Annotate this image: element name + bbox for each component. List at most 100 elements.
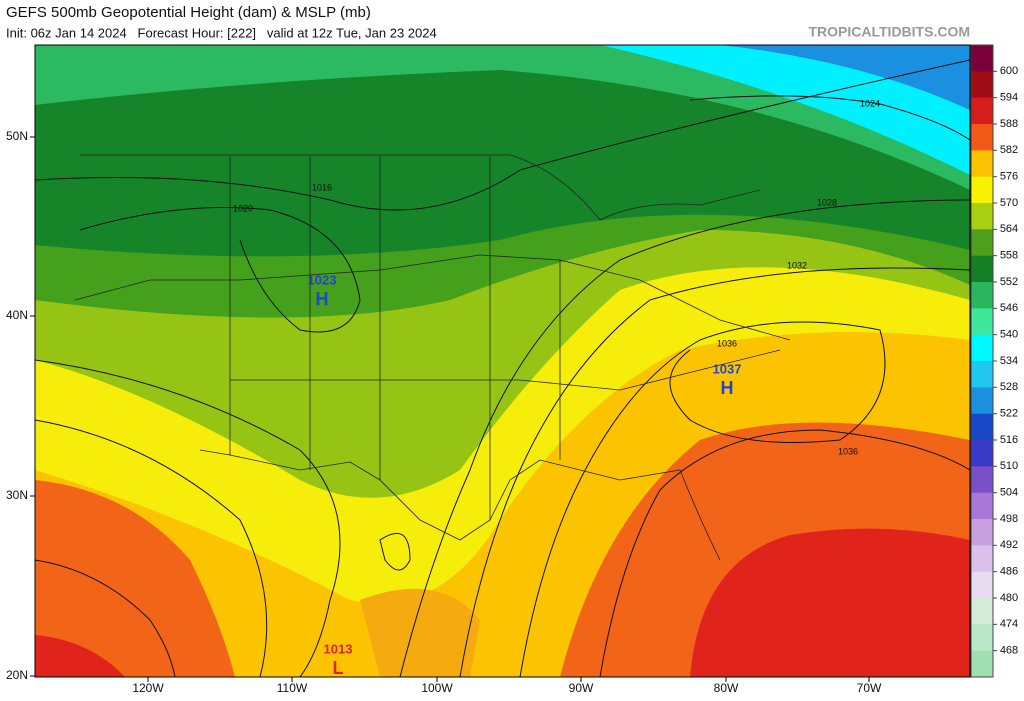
colorbar-segment	[971, 176, 993, 204]
center-type: H	[721, 378, 734, 398]
pressure-centers: 1023 H 1037 H 1013 L	[308, 272, 742, 677]
colorbar: 600 594 588 582 576 570 564 558 552 546 540 534 528 5…	[970, 44, 1018, 678]
center-value: 1013	[324, 641, 353, 656]
colorbar-label: 564	[1000, 223, 1018, 235]
colorbar-segment	[971, 308, 993, 336]
colorbar-segment	[971, 334, 993, 362]
colorbar-label: 516	[1000, 434, 1018, 446]
colorbar-label: 594	[1000, 92, 1018, 104]
colorbar-segment	[971, 440, 993, 467]
isobar	[599, 429, 970, 677]
colorbar-segment	[971, 387, 993, 415]
colorbar-label: 492	[1000, 539, 1018, 551]
center-type: H	[316, 289, 329, 309]
colorbar-label: 474	[1000, 618, 1018, 630]
isobar-label: 1036	[717, 338, 737, 348]
isobar	[35, 359, 341, 677]
colorbar-label: 540	[1000, 329, 1018, 341]
border	[230, 349, 781, 391]
colorbar-segment	[971, 229, 993, 257]
isobar	[379, 532, 411, 571]
isobar	[399, 199, 970, 677]
colorbar-segment	[971, 203, 993, 230]
axis-labels: 120W 110W 100W 90W 80W 70W 50N 40N 30N 20N	[6, 129, 882, 695]
isobar	[35, 59, 970, 211]
colorbar-label: 570	[1000, 197, 1018, 209]
colorbar-segment	[971, 150, 993, 178]
colorbar-label: 588	[1000, 118, 1018, 130]
map-subtitle: Init: 06z Jan 14 2024 Forecast Hour: [22…	[6, 25, 437, 40]
band	[690, 528, 970, 677]
colorbar-segment	[971, 650, 993, 678]
isobar	[459, 267, 970, 677]
colorbar-label: 576	[1000, 171, 1018, 183]
colorbar-label: 468	[1000, 645, 1018, 657]
isobar	[35, 419, 268, 677]
colorbar-segment	[971, 361, 993, 388]
colorbar-segment	[971, 545, 993, 573]
isobars	[35, 59, 970, 677]
center-type: L	[333, 658, 344, 678]
lon-label: 90W	[569, 681, 594, 695]
colorbar-label: 480	[1000, 592, 1018, 604]
band	[35, 635, 125, 677]
band	[360, 588, 480, 677]
border	[199, 449, 721, 561]
isobar-label: 1028	[817, 197, 837, 207]
colorbar-segment	[971, 571, 993, 599]
isobar	[79, 207, 361, 333]
colorbar-label: 600	[1000, 65, 1018, 77]
lat-label: 20N	[6, 668, 28, 682]
colorbar-label: 534	[1000, 355, 1018, 367]
isobar	[35, 559, 176, 677]
center-value: 1037	[713, 361, 742, 376]
colorbar-segment	[971, 71, 993, 99]
colorbar-label: 504	[1000, 487, 1018, 499]
height-field	[35, 45, 970, 677]
colorbar-label: 582	[1000, 144, 1018, 156]
border	[74, 254, 791, 341]
colorbar-label: 552	[1000, 276, 1018, 288]
colorbar-segment	[971, 413, 993, 441]
isobar-label: 1024	[860, 98, 880, 108]
colorbar-segment	[971, 255, 993, 283]
colorbar-segment	[971, 519, 993, 546]
colorbar-label: 498	[1000, 513, 1018, 525]
isobar	[689, 95, 970, 141]
colorbar-segment	[971, 598, 993, 625]
colorbar-label: 528	[1000, 381, 1018, 393]
border	[80, 154, 761, 221]
center-value: 1023	[308, 272, 337, 287]
colorbar-segment	[971, 97, 993, 125]
isobar-label: 1032	[787, 260, 807, 270]
lat-label: 30N	[6, 488, 28, 502]
lon-label: 120W	[132, 681, 164, 695]
colorbar-segment	[971, 624, 993, 652]
lat-label: 50N	[6, 129, 28, 143]
watermark: TROPICALTIDBITS.COM	[808, 24, 970, 40]
isobar-label: 1036	[838, 446, 858, 456]
lon-label: 70W	[857, 681, 882, 695]
colorbar-label: 486	[1000, 566, 1018, 578]
lon-label: 100W	[421, 681, 453, 695]
colorbar-segment	[971, 124, 993, 151]
lon-label: 80W	[714, 681, 739, 695]
colorbar-segment	[971, 466, 993, 494]
borders	[74, 154, 791, 561]
map-frame	[34, 44, 971, 678]
colorbar-label: 558	[1000, 250, 1018, 262]
band	[35, 480, 235, 677]
colorbar-label: 510	[1000, 460, 1018, 472]
colorbar-segment	[971, 282, 993, 309]
lat-label: 40N	[6, 308, 28, 322]
map-title: GEFS 500mb Geopotential Height (dam) & M…	[6, 4, 371, 21]
border	[229, 155, 561, 520]
isobar-label: 1016	[312, 182, 332, 192]
isobar-labels: 1016 1020 1024 1028 1032 1036 1036	[233, 98, 880, 456]
isobar	[519, 321, 886, 677]
colorbar-segment	[971, 45, 993, 72]
lon-label: 110W	[277, 681, 308, 695]
colorbar-label: 546	[1000, 302, 1018, 314]
colorbar-segment	[971, 492, 993, 520]
